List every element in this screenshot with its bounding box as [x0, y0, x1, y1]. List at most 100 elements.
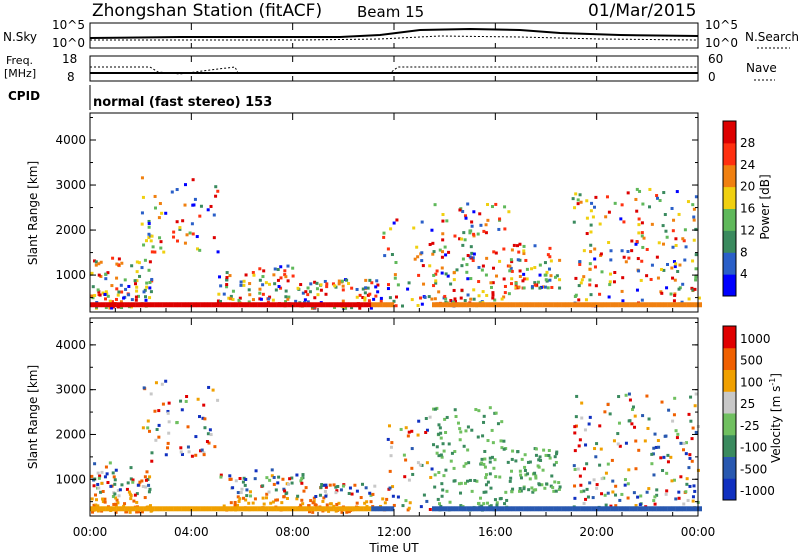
power-echo-cell	[395, 218, 399, 222]
power-near-range-cell	[226, 302, 231, 308]
power-echo-cell	[522, 286, 526, 290]
velocity-echo-cell	[490, 428, 494, 432]
power-near-range-cell	[261, 302, 265, 308]
velocity-echo-cell	[399, 427, 403, 431]
power-echo-cell	[659, 290, 663, 294]
power-echo-cell	[225, 285, 229, 289]
power-near-range-cell	[306, 302, 311, 308]
power-near-range-cell	[481, 302, 486, 308]
power-echo-cell	[153, 206, 157, 210]
power-echo-cell	[369, 306, 373, 310]
velocity-colorbar-segment	[723, 413, 736, 436]
power-echo-cell	[283, 269, 287, 273]
velocity-near-range-cell	[93, 506, 98, 512]
velocity-echo-cell	[114, 502, 118, 506]
power-echo-cell	[158, 202, 162, 206]
velocity-echo-cell	[488, 406, 492, 410]
velocity-echo-cell	[153, 409, 157, 413]
velocity-echo-cell	[164, 453, 168, 457]
power-echo-cell	[178, 227, 182, 231]
power-echo-cell	[261, 292, 265, 296]
velocity-near-range-cell	[690, 506, 695, 512]
power-echo-cell	[277, 285, 281, 289]
power-echo-cell	[119, 300, 123, 304]
velocity-near-range-cell	[268, 506, 273, 512]
power-echo-cell	[468, 255, 472, 259]
velocity-near-range-cell	[508, 506, 512, 512]
power-echo-cell	[214, 185, 218, 189]
power-echo-cell	[533, 283, 537, 287]
power-echo-cell	[141, 195, 145, 199]
power-echo-cell	[491, 296, 495, 300]
power-near-range-cell	[557, 302, 562, 308]
power-echo-cell	[507, 210, 511, 214]
velocity-echo-cell	[647, 487, 651, 491]
power-echo-cell	[607, 241, 611, 245]
power-echo-cell	[593, 247, 597, 251]
velocity-echo-cell	[318, 493, 322, 497]
velocity-echo-cell	[103, 497, 107, 501]
velocity-echo-cell	[430, 467, 434, 471]
power-echo-cell	[374, 285, 378, 289]
velocity-echo-cell	[389, 445, 393, 449]
velocity-near-range-cell	[568, 506, 573, 512]
velocity-echo-cell	[693, 489, 697, 493]
velocity-echo-cell	[453, 408, 457, 412]
power-echo-cell	[175, 239, 179, 243]
power-echo-cell	[191, 178, 195, 182]
velocity-echo-cell	[679, 441, 683, 445]
power-echo-cell	[469, 297, 473, 301]
velocity-near-range-cell	[603, 506, 607, 512]
velocity-echo-cell	[92, 484, 96, 488]
velocity-echo-cell	[429, 475, 433, 479]
power-echo-cell	[406, 287, 410, 291]
power-near-range-cell	[276, 302, 281, 308]
power-echo-cell	[471, 256, 475, 260]
velocity-echo-cell	[245, 494, 249, 498]
power-echo-cell	[522, 272, 526, 276]
power-echo-cell	[407, 281, 411, 285]
velocity-echo-cell	[439, 453, 443, 457]
velocity-echo-cell	[104, 465, 108, 469]
power-echo-cell	[435, 269, 439, 273]
velocity-echo-cell	[523, 453, 527, 457]
power-echo-cell	[104, 272, 108, 276]
power-echo-cell	[153, 194, 157, 198]
velocity-echo-cell	[440, 494, 444, 498]
power-echo-cell	[242, 283, 246, 287]
power-near-range-cell	[291, 302, 296, 308]
velocity-near-range-cell	[101, 506, 106, 512]
power-near-range-cell	[568, 302, 573, 308]
power-echo-cell	[510, 248, 514, 252]
power-echo-cell	[148, 286, 152, 290]
power-echo-cell	[621, 299, 625, 303]
velocity-echo-cell	[369, 500, 373, 504]
velocity-echo-cell	[129, 477, 133, 481]
power-echo-cell	[555, 274, 559, 278]
power-echo-cell	[624, 260, 628, 264]
power-echo-cell	[589, 223, 593, 227]
power-echo-cell	[375, 279, 379, 283]
power-echo-cell	[670, 206, 674, 210]
velocity-echo-cell	[630, 422, 634, 426]
velocity-echo-cell	[160, 382, 164, 386]
velocity-echo-cell	[609, 504, 613, 508]
power-echo-cell	[635, 187, 639, 191]
velocity-near-range-cell	[135, 506, 140, 512]
velocity-echo-cell	[600, 492, 604, 496]
power-near-range-cell	[458, 302, 463, 308]
power-echo-cell	[379, 296, 383, 300]
power-near-range-cell	[352, 302, 357, 308]
power-echo-cell	[489, 281, 493, 285]
power-echo-cell	[183, 183, 187, 187]
velocity-echo-cell	[276, 481, 280, 485]
power-near-range-cell	[603, 302, 607, 308]
power-echo-cell	[608, 283, 612, 287]
velocity-near-range-cell	[177, 506, 182, 512]
velocity-near-range-cell	[162, 506, 167, 512]
nsearch-tick-hi: 10^5	[705, 18, 738, 32]
nsky-tick-hi: 10^5	[52, 18, 85, 32]
velocity-echo-cell	[505, 498, 509, 502]
velocity-near-range-cell	[318, 506, 322, 512]
velocity-near-range-cell	[90, 506, 94, 512]
